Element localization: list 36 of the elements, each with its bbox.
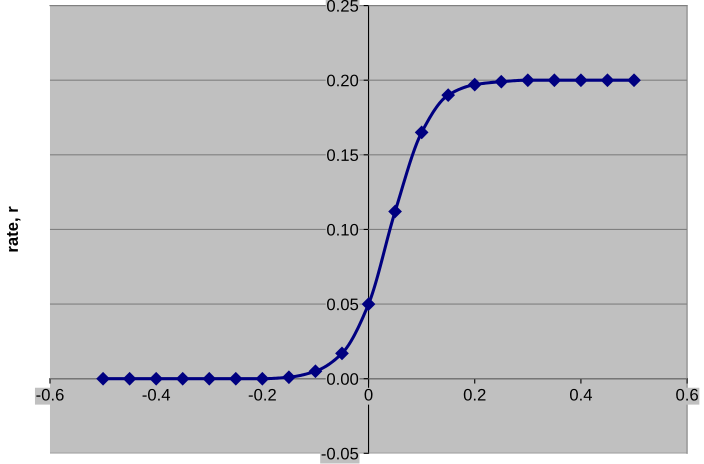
x-tick-label: 0	[364, 388, 373, 401]
point	[521, 74, 534, 87]
y-tick-label: 0.00	[327, 373, 358, 385]
x-tick-label: -0.4	[142, 388, 170, 401]
point	[600, 74, 614, 87]
point	[123, 372, 136, 386]
point	[574, 74, 588, 87]
y-tick-label: 0.15	[327, 149, 358, 162]
point	[442, 88, 455, 102]
x-tick-label: 0.6	[676, 388, 698, 401]
point	[256, 372, 269, 386]
point	[468, 78, 482, 92]
x-tick-label: 0.2	[464, 388, 486, 401]
y-tick-label: 0.05	[327, 298, 358, 310]
x-tick-label: 0.4	[570, 388, 592, 401]
point	[229, 372, 242, 386]
point	[308, 364, 322, 378]
point	[548, 74, 561, 87]
point	[150, 372, 163, 386]
x-tick-label: -0.2	[248, 388, 276, 401]
point	[176, 372, 190, 386]
point	[282, 370, 296, 384]
point	[96, 372, 110, 386]
point	[335, 346, 349, 360]
y-tick-label: -0.05	[322, 448, 358, 460]
y-axis-title: rate, r	[6, 206, 20, 252]
point	[202, 372, 216, 386]
point	[415, 126, 428, 140]
y-tick-label: 0.20	[327, 74, 358, 86]
y-tick-label: 0.25	[327, 0, 358, 12]
point	[388, 204, 402, 218]
point	[627, 74, 641, 87]
x-tick-label: -0.6	[36, 388, 64, 401]
point	[362, 297, 376, 311]
point	[494, 75, 508, 88]
y-tick-label: 0.10	[327, 224, 358, 236]
